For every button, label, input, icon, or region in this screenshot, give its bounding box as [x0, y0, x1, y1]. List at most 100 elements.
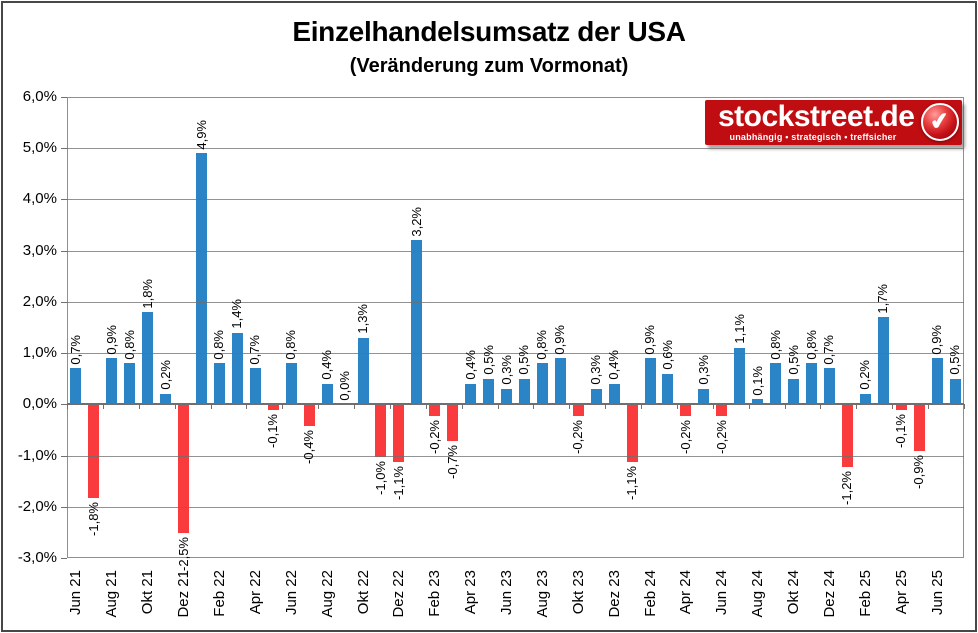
x-axis-tick	[354, 404, 356, 410]
x-axis-tick	[461, 404, 463, 410]
y-axis-label: -3,0%	[17, 549, 57, 566]
bar-value-label: 3,2%	[408, 206, 424, 237]
bar-value-label: 0,7%	[67, 334, 83, 365]
y-axis-tick	[61, 250, 67, 252]
bar-positive	[249, 368, 261, 405]
y-axis-tick	[61, 558, 67, 559]
bar-negative	[841, 405, 853, 467]
x-axis-label: Okt 21	[139, 570, 157, 615]
gridline	[67, 250, 964, 252]
bar-value-label: -0,2%	[677, 419, 693, 454]
x-axis-tick	[676, 404, 678, 410]
y-axis-tick	[61, 455, 67, 457]
y-axis-label: 5,0%	[22, 139, 57, 157]
x-axis-label: Dez 22	[390, 570, 408, 618]
bar-value-label: 0,3%	[498, 355, 514, 385]
bar-value-label: 0,9%	[929, 324, 945, 355]
x-axis-label: Jun 21	[67, 570, 85, 616]
bar-positive	[142, 312, 154, 405]
bar-value-label: 0,8%	[283, 329, 299, 360]
x-axis-label: Jun 22	[282, 570, 300, 616]
x-axis-tick	[210, 404, 212, 410]
bar-positive	[518, 378, 530, 405]
bar-value-label: 0,8%	[534, 329, 550, 360]
bar-value-label: 0,8%	[803, 329, 819, 360]
x-axis-label: Apr 23	[462, 570, 480, 615]
x-axis-tick	[389, 404, 391, 410]
bar-value-label: 0,8%	[767, 329, 783, 360]
bar-value-label: -0,2%	[713, 419, 729, 454]
y-axis-label: 2,0%	[22, 292, 57, 310]
x-axis-tick	[497, 404, 499, 410]
bar-value-label: 0,7%	[247, 334, 263, 365]
bar-negative	[895, 405, 907, 411]
bar-negative	[375, 405, 387, 457]
y-axis-tick	[61, 97, 67, 98]
x-axis-tick	[784, 404, 786, 410]
x-axis-label: Aug 23	[533, 570, 551, 618]
bar-negative	[680, 405, 692, 416]
bar-positive	[106, 358, 118, 405]
y-axis-tick	[61, 301, 67, 303]
bar-value-label: 0,9%	[642, 324, 658, 355]
gridline	[67, 301, 964, 303]
chart-subtitle: (Veränderung zum Vormonat)	[349, 55, 629, 77]
x-axis-label: Dez 21	[175, 570, 193, 618]
bar-positive	[949, 378, 961, 405]
y-axis-label: 4,0%	[22, 190, 57, 208]
x-axis-tick	[892, 404, 894, 410]
x-axis-tick	[856, 404, 858, 410]
bar-value-label: 0,8%	[121, 329, 137, 360]
bar-value-label: -1,8%	[85, 501, 101, 536]
bar-value-label: -0,9%	[911, 455, 927, 490]
x-axis-label: Dez 23	[605, 570, 623, 618]
y-axis-label: -2,0%	[17, 497, 57, 515]
gridline	[67, 148, 964, 150]
bar-value-label: 0,9%	[103, 324, 119, 355]
bar-negative	[913, 405, 925, 452]
bar-positive	[590, 388, 602, 405]
x-axis-tick	[569, 404, 571, 410]
x-axis-tick	[425, 404, 427, 410]
x-axis-label: Feb 23	[426, 570, 444, 617]
bar-positive	[806, 363, 817, 405]
bar-positive	[196, 153, 208, 405]
bar-value-label: -1,0%	[372, 460, 388, 495]
bar-value-label: 0,8%	[211, 329, 227, 360]
bar-negative	[267, 405, 279, 411]
y-axis-tick	[61, 506, 67, 508]
bar-positive	[70, 368, 82, 405]
bar-value-label: 1,3%	[355, 304, 370, 334]
bar-value-label: 0,1%	[749, 365, 765, 396]
y-axis-tick	[61, 353, 67, 355]
bar-value-label: 0,7%	[821, 334, 837, 365]
bar-positive	[357, 337, 369, 405]
bar-value-label: -2,5%	[175, 537, 191, 572]
x-axis-tick	[928, 404, 930, 410]
x-axis-tick	[174, 404, 176, 410]
bar-value-label: 0,4%	[319, 350, 335, 380]
bar-positive	[124, 363, 136, 405]
x-axis-tick	[533, 404, 535, 410]
bar-positive	[859, 394, 871, 405]
x-axis-tick	[641, 404, 643, 410]
y-axis-tick	[61, 404, 67, 406]
y-axis-label: 6,0%	[22, 88, 57, 105]
bar-value-label: -0,7%	[444, 445, 460, 480]
bar-negative	[572, 405, 584, 416]
x-axis-label: Apr 25	[892, 570, 910, 615]
x-axis-tick	[138, 404, 140, 410]
gridline	[67, 199, 964, 201]
bar-value-label: 0,0%	[337, 370, 353, 401]
gridline	[67, 353, 964, 355]
bar-value-label: 0,2%	[857, 360, 873, 391]
bar-positive	[465, 383, 477, 405]
bar-positive	[734, 347, 746, 405]
bar-value-label: -0,4%	[301, 429, 317, 464]
bar-positive	[554, 358, 566, 405]
x-axis-label: Aug 22	[318, 570, 336, 618]
check-icon: ✔	[928, 106, 952, 135]
x-axis-tick	[748, 404, 750, 410]
logo-tagline: unabhängig • strategisch • treffsicher	[729, 132, 897, 142]
bar-positive	[501, 388, 513, 405]
